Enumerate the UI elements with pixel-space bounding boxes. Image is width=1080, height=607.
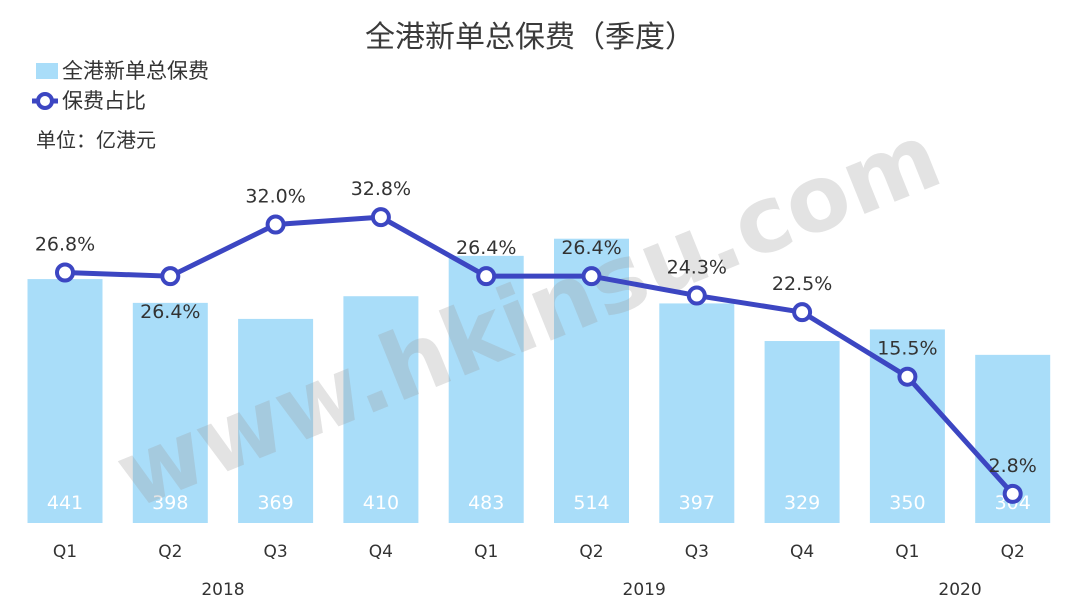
- x-year-label: 2019: [623, 580, 666, 600]
- line-value-label: 26.4%: [561, 237, 621, 259]
- line-marker: [897, 366, 918, 387]
- x-axis: Q1 Q2 Q3 Q4 Q1 Q2 Q3 Q4 Q1 Q2 2018 2019 2020: [53, 542, 1025, 600]
- bar: [343, 296, 419, 523]
- line-value-label: 26.4%: [140, 301, 200, 323]
- x-tick-label: Q2: [579, 542, 603, 562]
- bar-value-label: 369: [257, 492, 293, 514]
- line-value-labels: 26.8% 26.4% 32.0% 32.8% 26.4% 26.4% 24.3% 22.5%…: [35, 178, 1037, 477]
- x-year-label: 2020: [938, 580, 981, 600]
- line-value-label: 26.4%: [456, 237, 516, 259]
- bar: [132, 302, 208, 523]
- line-value-label: 2.8%: [989, 455, 1037, 477]
- line-value-label: 24.3%: [667, 257, 727, 279]
- line-series: [55, 207, 1023, 504]
- bar-value-label: 441: [47, 492, 83, 514]
- series-line: [64, 214, 1015, 496]
- x-tick-label: Q4: [790, 542, 814, 562]
- bar-value-label: 329: [784, 492, 820, 514]
- x-tick-label: Q2: [158, 542, 182, 562]
- bar: [448, 255, 524, 523]
- x-tick-label: Q1: [474, 542, 498, 562]
- line-marker: [476, 266, 497, 287]
- bar-value-label: 398: [152, 492, 188, 514]
- line-value-label: 32.0%: [245, 186, 305, 208]
- line-marker: [55, 262, 75, 283]
- line-marker: [1002, 483, 1023, 504]
- line-value-label: 32.8%: [351, 178, 411, 200]
- unit-label: 单位：亿港元: [36, 128, 156, 152]
- bar: [659, 303, 735, 523]
- legend-line-marker: [36, 92, 54, 110]
- bar: [764, 341, 840, 523]
- line-marker: [160, 266, 181, 287]
- line-marker: [686, 285, 707, 306]
- bar-value-label: 483: [468, 492, 504, 514]
- bar: [27, 279, 103, 523]
- chart-title: 全港新单总保费（季度）: [365, 20, 695, 55]
- line-marker: [792, 302, 813, 323]
- bar-value-label: 350: [889, 492, 925, 514]
- x-tick-label: Q1: [53, 542, 77, 562]
- bar-value-label: 410: [363, 492, 399, 514]
- line-marker: [265, 214, 286, 235]
- x-tick-label: Q3: [685, 542, 709, 562]
- line-value-label: 22.5%: [772, 273, 832, 295]
- legend: 全港新单总保费 保费占比: [32, 59, 209, 113]
- x-tick-label: Q1: [895, 542, 919, 562]
- line-value-label: 15.5%: [877, 338, 937, 360]
- x-year-label: 2018: [201, 580, 244, 600]
- legend-bars-label: 全港新单总保费: [62, 59, 209, 83]
- line-marker: [370, 207, 391, 228]
- line-marker: [581, 266, 602, 287]
- x-tick-label: Q3: [263, 542, 287, 562]
- line-value-label: 26.8%: [35, 233, 95, 255]
- legend-line-label: 保费占比: [62, 89, 146, 113]
- x-tick-label: Q4: [369, 542, 393, 562]
- x-tick-label: Q2: [1001, 542, 1025, 562]
- bar-value-label: 514: [573, 492, 609, 514]
- bar-series: [27, 238, 1051, 523]
- bar-value-label: 397: [679, 492, 715, 514]
- legend-bar-swatch: [36, 63, 58, 79]
- bar: [238, 318, 314, 523]
